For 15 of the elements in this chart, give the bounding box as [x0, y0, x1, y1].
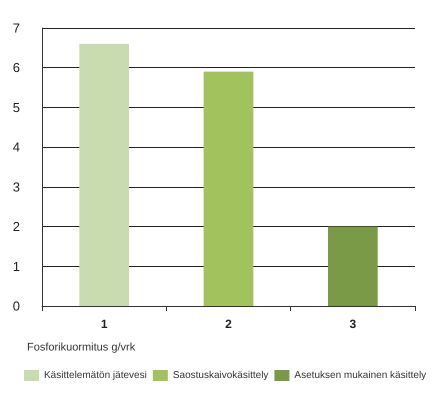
y-tick-label: 3 [12, 179, 20, 194]
y-tick-label: 0 [12, 298, 20, 314]
x-tick-label: 2 [225, 317, 232, 331]
legend-label: Saostuskaivokäsittely [172, 370, 268, 381]
y-tick-label: 4 [12, 140, 20, 155]
y-tick-label: 6 [12, 60, 20, 76]
legend-label: Asetuksen mukainen käsittely [294, 370, 426, 381]
x-tick-label: 1 [100, 317, 108, 331]
x-axis-title: Fosforikuormitus g/vrk [27, 342, 136, 354]
y-tick-label: 7 [12, 20, 20, 36]
y-tick-label: 1 [12, 258, 20, 274]
x-tick-label: 3 [349, 317, 356, 331]
legend-label: Käsittelemätön jätevesi [44, 370, 147, 381]
y-tick-label: 5 [12, 100, 20, 115]
y-tick-label: 2 [12, 219, 20, 234]
